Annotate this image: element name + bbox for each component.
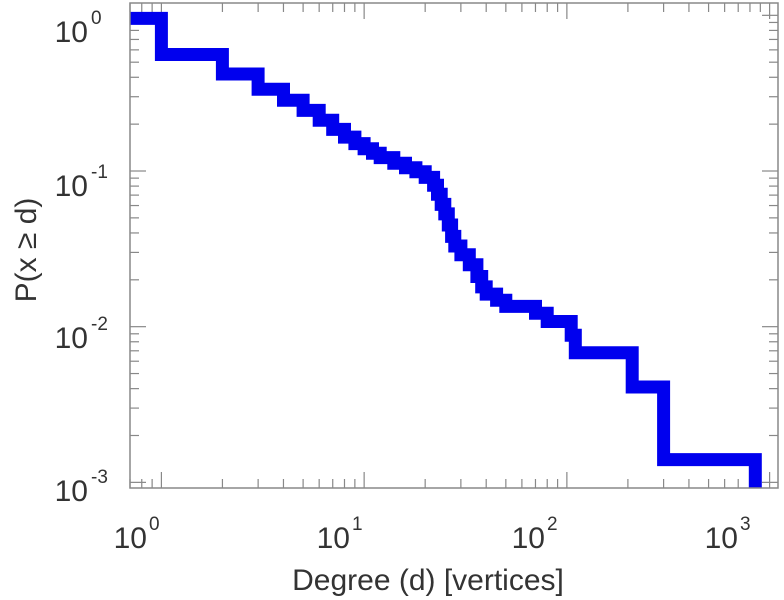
y-tick-label-0.1-exponent: -1: [91, 162, 108, 183]
tick-marks: [129, 3, 778, 488]
x-tick-label-1000: 10: [705, 522, 738, 555]
y-tick-label-0.001: 10: [55, 475, 88, 508]
x-tick-label-10-exponent: 1: [352, 514, 363, 535]
x-tick-label-1: 10: [114, 522, 147, 555]
x-tick-label-1-exponent: 0: [149, 514, 160, 535]
x-tick-label-1000-exponent: 3: [740, 514, 751, 535]
x-tick-label-10: 10: [317, 522, 350, 555]
series-line: [130, 11, 762, 488]
y-axis-title: P(x ≥ d): [10, 198, 43, 303]
y-tick-label-0.001-exponent: -3: [91, 467, 108, 488]
x-tick-label-100-exponent: 2: [547, 514, 558, 535]
x-axis-title: Degree (d) [vertices]: [292, 564, 564, 597]
y-tick-label-1-exponent: 0: [91, 8, 102, 29]
y-tick-label-0.01: 10: [55, 322, 88, 355]
y-tick-label-0.1: 10: [55, 170, 88, 203]
plot-frame: [129, 2, 779, 489]
y-tick-label-0.01-exponent: -2: [91, 314, 108, 335]
y-tick-label-1: 10: [55, 16, 88, 49]
x-tick-label-100: 10: [512, 522, 545, 555]
